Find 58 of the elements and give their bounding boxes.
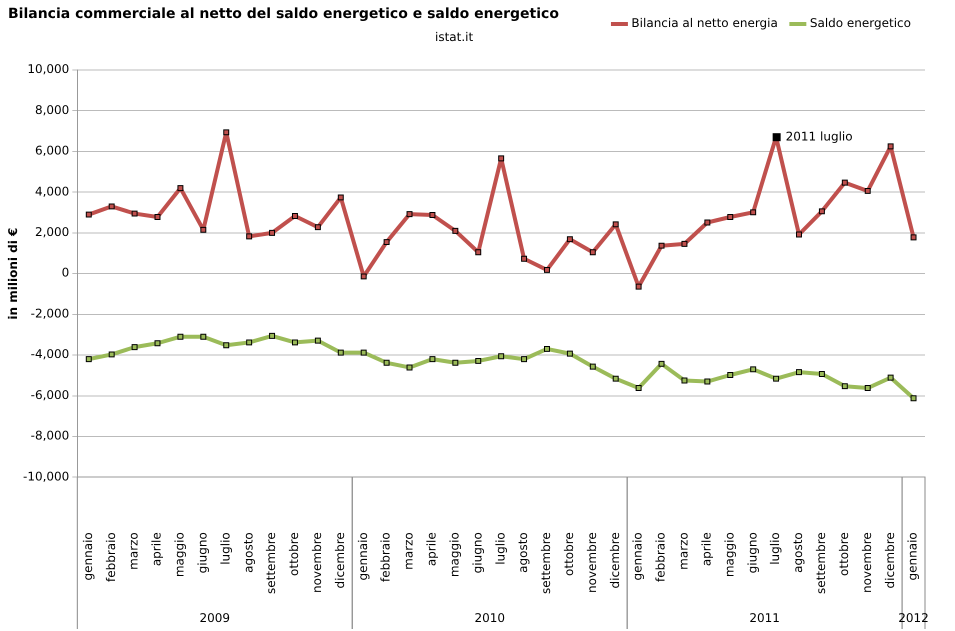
text: 2009 xyxy=(200,611,230,626)
x-tick-label: novembre xyxy=(860,532,874,594)
x-tick-label: settembre xyxy=(264,532,278,594)
x-tick-label: agosto xyxy=(516,532,530,573)
y-tick-label: -6,000 xyxy=(30,388,70,402)
x-tick-label: novembre xyxy=(584,532,599,594)
y-tick-label: 8,000 xyxy=(34,102,70,117)
x-tick-label: dicembre xyxy=(608,532,622,589)
x-tick-label: giugno xyxy=(745,532,760,574)
x-tick-label: ottobre xyxy=(562,532,576,576)
legend-label: Saldo energetico xyxy=(810,16,912,30)
y-tick-label: 6,000 xyxy=(34,144,70,158)
annotation: 2011 luglio xyxy=(786,129,853,144)
y-tick-label: 4,000 xyxy=(34,184,70,198)
x-tick-label: gennaio xyxy=(630,532,645,580)
y-tick-label: 0 xyxy=(62,266,70,280)
y-tick-label: -10,000 xyxy=(22,469,70,484)
x-tick-label: marzo xyxy=(126,532,141,570)
text: 2012 xyxy=(898,611,929,626)
x-tick-label: marzo xyxy=(402,532,416,570)
x-tick-label: novembre xyxy=(310,532,324,594)
x-tick-label: luglio xyxy=(218,532,232,565)
y-tick-label: -2,000 xyxy=(30,306,70,320)
legend-label: Bilancia al netto energia xyxy=(631,16,778,30)
x-tick-label: maggio xyxy=(172,532,187,578)
y-axis-title: in milioni di € xyxy=(6,228,20,320)
x-tick-label: gennaio xyxy=(906,532,920,580)
y-tick-label: 10,000 xyxy=(27,62,70,76)
y-tick-label: -4,000 xyxy=(30,347,70,362)
x-tick-label: gennaio xyxy=(356,532,370,580)
x-tick-label: agosto xyxy=(791,532,806,573)
x-tick-label: settembre xyxy=(814,532,828,594)
x-tick-label: dicembre xyxy=(332,532,347,589)
x-tick-label: luglio xyxy=(493,532,508,565)
y-tick-label: -8,000 xyxy=(30,428,70,443)
x-tick-label: aprile xyxy=(424,532,439,566)
x-tick-label: gennaio xyxy=(80,532,95,580)
x-tick-label: ottobre xyxy=(287,532,302,576)
x-tick-label: maggio xyxy=(447,532,462,578)
text: 2010 xyxy=(474,611,505,626)
text: istat.it xyxy=(435,30,474,44)
x-tick-label: giugno xyxy=(470,532,484,574)
x-tick-label: aprile xyxy=(150,532,164,566)
x-tick-label: maggio xyxy=(722,532,736,578)
x-tick-label: settembre xyxy=(539,532,554,594)
x-tick-label: febbraio xyxy=(104,532,118,582)
x-tick-label: ottobre xyxy=(836,532,851,576)
text: 2011 xyxy=(749,611,780,626)
x-tick-label: febbraio xyxy=(378,532,393,582)
chart-title: Bilancia commerciale al netto del saldo energetico e saldo energetico xyxy=(8,6,559,22)
x-tick-label: giugno xyxy=(195,532,210,574)
x-tick-label: aprile xyxy=(699,532,714,566)
x-tick-label: dicembre xyxy=(882,532,897,589)
x-tick-label: marzo xyxy=(676,532,691,570)
x-tick-label: febbraio xyxy=(654,532,668,582)
x-tick-label: agosto xyxy=(241,532,256,573)
y-tick-label: 2,000 xyxy=(34,225,70,240)
x-tick-label: luglio xyxy=(768,532,782,565)
